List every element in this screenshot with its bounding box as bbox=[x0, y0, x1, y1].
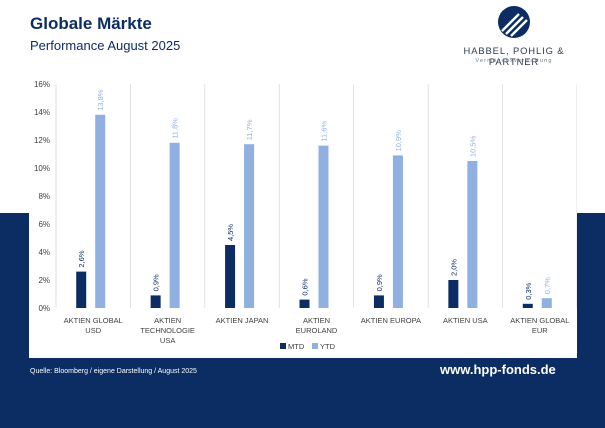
y-tick-label: 10% bbox=[34, 164, 50, 173]
bar-mtd bbox=[76, 271, 87, 308]
logo-name: HABBEL, POHLIG & PARTNER bbox=[463, 45, 565, 67]
bar-mtd bbox=[225, 245, 236, 308]
legend-swatch-ytd bbox=[312, 343, 318, 349]
y-tick-label: 8% bbox=[38, 192, 50, 201]
legend-label-ytd: YTD bbox=[320, 342, 336, 351]
value-label-mtd: 0,6% bbox=[301, 278, 310, 295]
category-label: USA bbox=[160, 336, 175, 345]
value-label-ytd: 11,6% bbox=[320, 121, 329, 142]
value-label-mtd: 4,5% bbox=[226, 224, 235, 241]
value-label-mtd: 2,0% bbox=[449, 259, 458, 276]
value-label-mtd: 0,9% bbox=[375, 274, 384, 291]
category-label: EUR bbox=[532, 326, 548, 335]
page-subtitle: Performance August 2025 bbox=[30, 38, 181, 53]
bar-ytd bbox=[244, 144, 255, 308]
bar-ytd bbox=[467, 161, 478, 308]
logo-tagline: Vermögensverwaltung bbox=[475, 58, 553, 64]
value-label-ytd: 11,8% bbox=[171, 118, 180, 139]
bar-chart: 0% 2% 4% 6% 8% 10% 12% 14% 16% 2,6% 0,9% 4,5% 0,6% 0,… bbox=[34, 80, 577, 351]
chart-panel: 0% 2% 4% 6% 8% 10% 12% 14% 16% 2,6% 0,9% 4,5% 0,6% 0,… bbox=[29, 78, 577, 358]
category-label: TECHNOLOGIE bbox=[140, 326, 195, 335]
category-label: AKTIEN GLOBAL bbox=[510, 316, 569, 325]
value-label-ytd: 13,8% bbox=[96, 89, 105, 111]
bar-ytd bbox=[541, 298, 552, 308]
category-label: AKTIEN GLOBAL bbox=[64, 316, 123, 325]
category-label: AKTIEN EUROPA bbox=[361, 316, 421, 325]
category-label: AKTIEN bbox=[154, 316, 181, 325]
y-tick-label: 14% bbox=[34, 108, 50, 117]
bar-ytd bbox=[169, 142, 180, 308]
y-tick-label: 0% bbox=[38, 304, 50, 313]
y-tick-label: 12% bbox=[34, 136, 50, 145]
value-label-mtd: 2,6% bbox=[77, 250, 86, 267]
legend-label-mtd: MTD bbox=[288, 342, 305, 351]
y-tick-label: 4% bbox=[38, 248, 50, 257]
value-label-mtd: 0,9% bbox=[152, 274, 161, 291]
bar-ytd bbox=[318, 145, 329, 308]
category-label: AKTIEN bbox=[303, 316, 330, 325]
legend-swatch-mtd bbox=[280, 343, 286, 349]
bar-mtd bbox=[448, 280, 459, 308]
bar-mtd bbox=[522, 303, 533, 308]
value-label-ytd: 10,9% bbox=[394, 130, 403, 152]
category-label: USD bbox=[85, 326, 101, 335]
swoosh-logo-icon bbox=[498, 6, 530, 38]
bar-ytd bbox=[392, 155, 403, 308]
category-label: EUROLAND bbox=[296, 326, 338, 335]
bar-mtd bbox=[373, 295, 384, 308]
bar-mtd bbox=[299, 299, 310, 308]
y-tick-label: 16% bbox=[34, 80, 50, 89]
value-label-ytd: 11,7% bbox=[245, 119, 254, 140]
bar-mtd bbox=[150, 295, 161, 308]
y-tick-label: 2% bbox=[38, 276, 50, 285]
page-title: Globale Märkte bbox=[30, 14, 152, 33]
value-label-ytd: 0,7% bbox=[543, 277, 552, 294]
category-label: AKTIEN USA bbox=[443, 316, 488, 325]
y-tick-label: 6% bbox=[38, 220, 50, 229]
bar-ytd bbox=[95, 114, 106, 308]
website-link[interactable]: www.hpp-fonds.de bbox=[440, 362, 556, 377]
category-label: AKTIEN JAPAN bbox=[216, 316, 269, 325]
value-label-ytd: 10,5% bbox=[468, 135, 477, 157]
source-note: Quelle: Bloomberg / eigene Darstellung /… bbox=[30, 368, 197, 375]
value-label-mtd: 0,3% bbox=[524, 282, 533, 299]
